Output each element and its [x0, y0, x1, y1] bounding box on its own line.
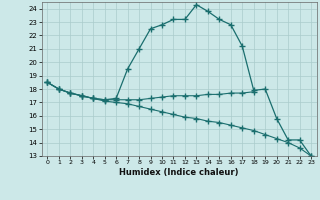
X-axis label: Humidex (Indice chaleur): Humidex (Indice chaleur)	[119, 168, 239, 177]
